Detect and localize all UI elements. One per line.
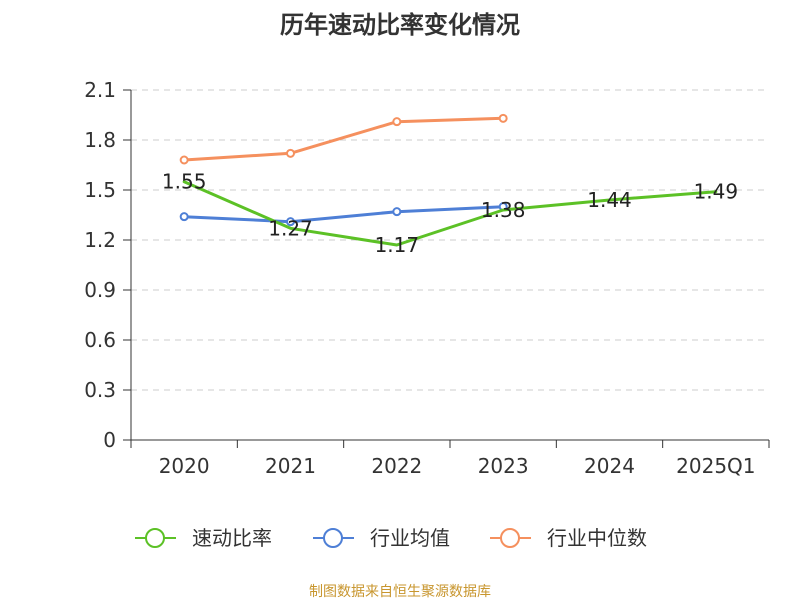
y-tick-label: 2.1	[84, 78, 116, 102]
data-point-industry-average[interactable]	[392, 207, 402, 217]
y-tick-label: 0.9	[84, 278, 116, 302]
y-tick-label: 1.8	[84, 128, 116, 152]
legend: 速动比率 行业均值 行业中位数	[135, 526, 647, 550]
series-line-industry-median	[182, 116, 505, 162]
legend-item-quick-ratio[interactable]: 速动比率	[135, 526, 272, 550]
data-label-quick-ratio: 1.44	[587, 188, 632, 212]
y-tick-label: 0.6	[84, 328, 116, 352]
y-tick-label: 1.5	[84, 178, 116, 202]
legend-marker-industry-average	[323, 528, 343, 548]
series-line-quick-ratio	[182, 180, 718, 247]
x-tick-label: 2022	[371, 454, 422, 478]
grid-lines	[131, 89, 769, 391]
chart-title: 历年速动比率变化情况	[280, 11, 520, 39]
legend-marker-industry-median	[500, 528, 520, 548]
data-label-quick-ratio: 1.38	[481, 198, 526, 222]
legend-label-quick-ratio: 速动比率	[192, 526, 272, 550]
source-footer: 制图数据来自恒生聚源数据库	[309, 584, 491, 600]
x-tick-label: 2025Q1	[676, 454, 755, 478]
data-label-quick-ratio: 1.49	[694, 180, 739, 204]
legend-marker-quick-ratio	[145, 528, 165, 548]
data-point-industry-median[interactable]	[286, 148, 295, 158]
x-tick-label: 2024	[584, 454, 635, 478]
y-tick-label: 0	[103, 428, 116, 452]
legend-label-industry-average: 行业均值	[370, 526, 450, 550]
legend-item-industry-median[interactable]: 行业中位数	[490, 526, 647, 550]
data-labels: 1.55 1.27 1.17 1.38 1.44 1.49	[162, 170, 738, 257]
x-tick-label: 2020	[159, 454, 210, 478]
x-tick-label: 2021	[265, 454, 316, 478]
plot-area	[179, 113, 718, 247]
series-line-industry-average	[182, 205, 505, 224]
legend-item-industry-average[interactable]: 行业均值	[313, 526, 450, 550]
data-point-industry-median[interactable]	[392, 117, 402, 127]
y-tick-label: 1.2	[84, 228, 116, 252]
data-point-industry-average[interactable]	[179, 212, 189, 222]
data-label-quick-ratio: 1.27	[268, 216, 313, 240]
x-tick-label: 2023	[478, 454, 529, 478]
data-point-industry-median[interactable]	[179, 155, 189, 165]
y-tick-label: 0.3	[84, 378, 116, 402]
data-point-industry-median[interactable]	[498, 113, 508, 123]
legend-label-industry-median: 行业中位数	[547, 526, 647, 550]
data-label-quick-ratio: 1.17	[375, 233, 420, 257]
axes: 0 0.3 0.6 0.9 1.2 1.5 1.8 2.1 2020 2021 2022 2023 20…	[84, 78, 770, 478]
data-point-industry-average[interactable]	[286, 217, 295, 227]
data-label-quick-ratio: 1.55	[162, 170, 207, 194]
